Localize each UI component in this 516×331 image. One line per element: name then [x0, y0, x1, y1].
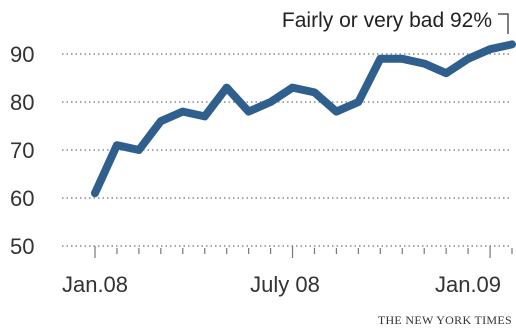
annotation-label: Fairly or very bad 92% — [282, 9, 492, 32]
x-axis-tick-labels: Jan.08 July 08 Jan.09 — [62, 272, 501, 297]
data-points — [92, 41, 515, 197]
x-axis — [94, 246, 513, 258]
data-point — [157, 118, 164, 125]
y-tick-label-50: 50 — [10, 234, 34, 259]
data-point — [465, 55, 472, 62]
data-point — [113, 142, 120, 149]
data-point — [333, 108, 340, 115]
data-point — [267, 99, 274, 105]
y-tick-label-90: 90 — [10, 42, 34, 67]
gridlines — [62, 53, 512, 247]
data-point — [421, 60, 428, 67]
x-tick-label-0: Jan.08 — [62, 272, 128, 297]
data-point — [179, 108, 186, 115]
data-point — [509, 41, 515, 48]
data-point — [311, 89, 318, 96]
data-point — [92, 190, 98, 197]
y-axis-tick-labels: 50 60 70 80 90 — [10, 42, 34, 259]
data-point — [487, 46, 494, 53]
annotation-bracket — [498, 13, 509, 34]
series-line — [91, 40, 516, 198]
data-point — [135, 147, 142, 153]
x-tick-label-1: July 08 — [250, 272, 320, 297]
data-point — [377, 55, 384, 62]
credit-line: THE NEW YORK TIMES — [378, 313, 512, 327]
data-point — [399, 55, 406, 62]
x-tick-label-2: Jan.09 — [435, 272, 501, 297]
data-point — [355, 99, 362, 105]
y-tick-label-80: 80 — [10, 90, 34, 115]
y-tick-label-60: 60 — [10, 186, 34, 211]
y-tick-label-70: 70 — [10, 138, 34, 163]
data-point — [443, 70, 450, 77]
data-point — [201, 113, 208, 120]
data-point — [223, 84, 230, 91]
data-point — [245, 108, 252, 115]
data-point — [289, 84, 296, 91]
